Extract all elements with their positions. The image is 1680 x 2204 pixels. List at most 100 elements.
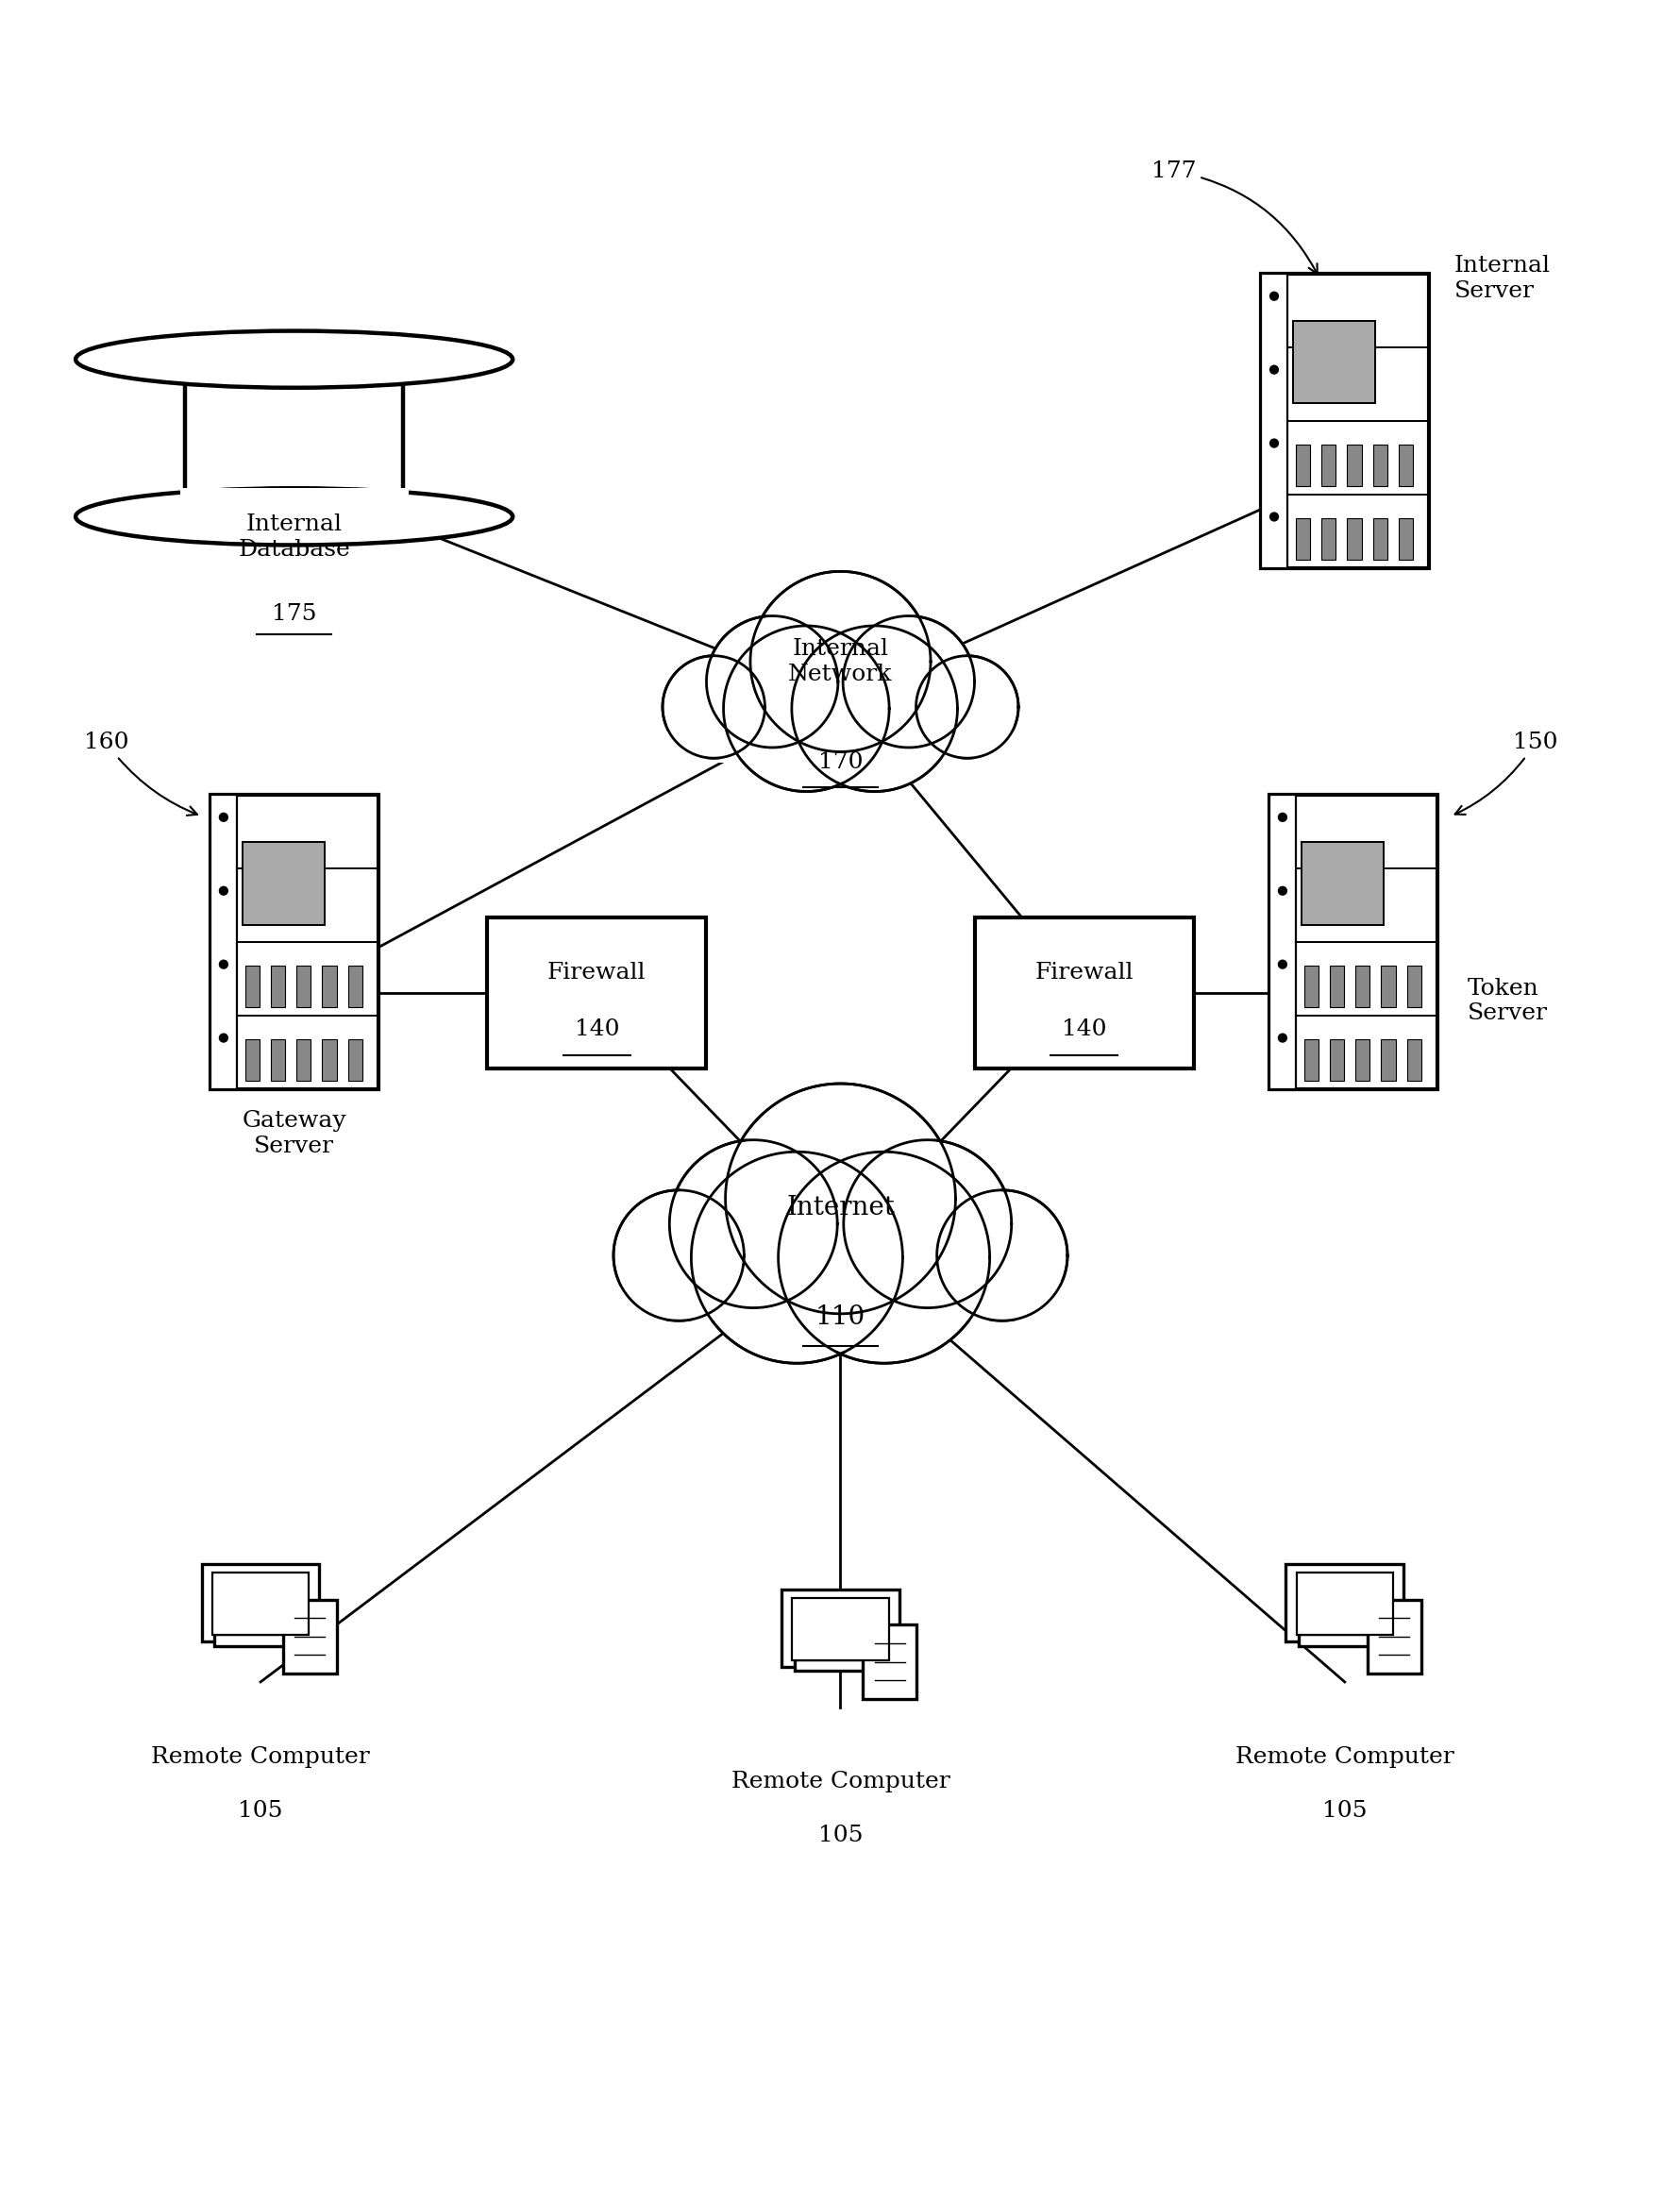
Text: 110: 110 [815, 1305, 865, 1329]
Circle shape [778, 1153, 990, 1364]
Circle shape [706, 615, 838, 747]
Bar [212, 1574, 309, 1635]
Bar [1398, 445, 1413, 485]
Bar [487, 917, 706, 1069]
Text: Remote Computer: Remote Computer [1235, 1746, 1453, 1768]
Text: 105: 105 [239, 1801, 282, 1821]
Circle shape [662, 657, 764, 758]
Text: 140: 140 [575, 1018, 618, 1040]
Text: 105: 105 [818, 1825, 862, 1847]
Circle shape [694, 1155, 899, 1360]
Text: Gateway
Server: Gateway Server [242, 1111, 346, 1157]
Text: 160: 160 [84, 732, 197, 815]
Bar [1406, 965, 1421, 1007]
Ellipse shape [76, 331, 512, 388]
Bar [1398, 518, 1413, 560]
Bar [793, 1660, 885, 1671]
Bar [1381, 965, 1394, 1007]
Text: Internal
Database: Internal Database [239, 514, 349, 560]
Text: 170: 170 [818, 752, 862, 774]
Bar [1299, 1633, 1391, 1646]
Circle shape [218, 1034, 228, 1042]
Bar [1268, 796, 1295, 1089]
Text: Token
Server: Token Server [1467, 979, 1547, 1025]
Circle shape [753, 575, 927, 749]
Bar [1320, 445, 1336, 485]
Bar [296, 965, 311, 1007]
Circle shape [726, 1084, 954, 1314]
Circle shape [664, 657, 763, 756]
Circle shape [1277, 959, 1287, 970]
Circle shape [917, 657, 1016, 756]
Bar [1329, 1040, 1344, 1080]
Bar [1366, 1600, 1420, 1673]
Circle shape [722, 626, 889, 791]
Bar [1406, 1040, 1421, 1080]
Bar [1354, 965, 1369, 1007]
Bar [1373, 518, 1386, 560]
Bar [1285, 1565, 1403, 1642]
Circle shape [781, 1155, 986, 1360]
Bar [1346, 445, 1361, 485]
Bar [791, 1598, 889, 1660]
Bar [974, 917, 1193, 1069]
Bar [1295, 445, 1309, 485]
Text: Remote Computer: Remote Computer [731, 1772, 949, 1792]
Bar [1354, 1040, 1369, 1080]
Bar [620, 1254, 1060, 1320]
Circle shape [939, 1192, 1065, 1318]
Text: Firewall: Firewall [548, 961, 645, 983]
Bar [1292, 322, 1374, 403]
Text: 140: 140 [1062, 1018, 1105, 1040]
Bar [613, 1254, 1067, 1325]
Bar [1373, 445, 1386, 485]
Bar [210, 796, 237, 1089]
Bar [185, 359, 403, 516]
Circle shape [1268, 439, 1278, 447]
Bar [781, 1589, 899, 1666]
Bar [245, 965, 259, 1007]
Bar [1295, 1574, 1393, 1635]
Bar [348, 1040, 363, 1080]
Bar [242, 842, 324, 926]
Circle shape [1277, 886, 1287, 895]
Ellipse shape [76, 489, 512, 544]
Text: 105: 105 [1322, 1801, 1366, 1821]
Bar [862, 1624, 916, 1699]
Bar [1268, 796, 1436, 1089]
Circle shape [795, 628, 954, 789]
Circle shape [613, 1190, 744, 1320]
Circle shape [218, 959, 228, 970]
Bar [1381, 1040, 1394, 1080]
Circle shape [218, 886, 228, 895]
Bar [202, 1565, 319, 1642]
Bar [1329, 965, 1344, 1007]
Circle shape [1268, 291, 1278, 302]
Bar [296, 1040, 311, 1080]
Circle shape [690, 1153, 902, 1364]
Bar [180, 489, 408, 516]
Circle shape [1268, 366, 1278, 375]
Text: Remote Computer: Remote Computer [151, 1746, 370, 1768]
Circle shape [842, 615, 974, 747]
Bar [667, 705, 1013, 758]
Bar [270, 965, 286, 1007]
Text: Firewall: Firewall [1035, 961, 1132, 983]
Circle shape [791, 626, 958, 791]
Circle shape [1277, 813, 1287, 822]
Bar [215, 1633, 306, 1646]
Bar [662, 705, 1018, 763]
Bar [323, 965, 336, 1007]
Circle shape [847, 1144, 1008, 1305]
Circle shape [672, 1144, 833, 1305]
Circle shape [669, 1139, 837, 1307]
Circle shape [749, 571, 931, 752]
Circle shape [729, 1087, 951, 1309]
Circle shape [916, 657, 1018, 758]
Bar [1346, 518, 1361, 560]
Bar [282, 1600, 336, 1673]
Bar [245, 1040, 259, 1080]
Bar [1300, 842, 1383, 926]
Circle shape [1277, 1034, 1287, 1042]
Circle shape [1268, 511, 1278, 522]
